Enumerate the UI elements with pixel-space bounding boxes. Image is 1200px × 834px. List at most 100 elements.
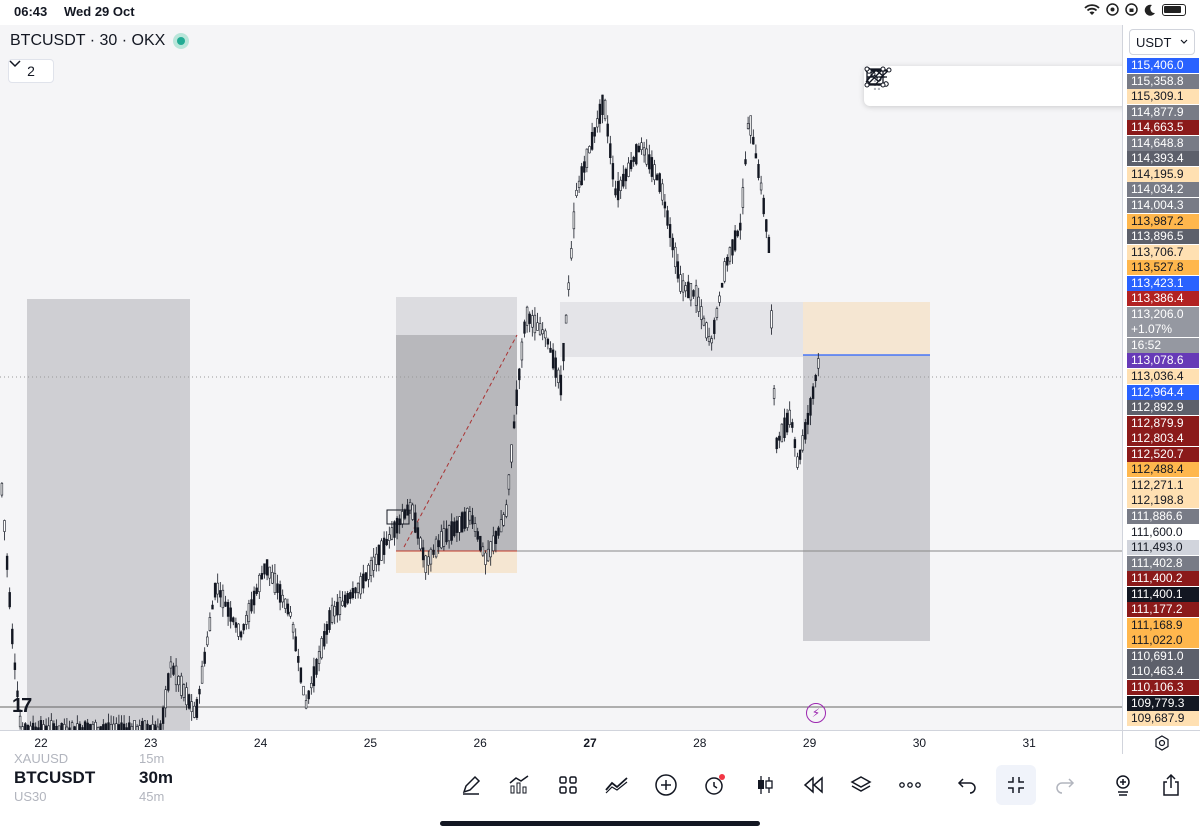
market-status-icon[interactable]	[173, 33, 190, 49]
symbol-next[interactable]: US30	[14, 789, 47, 804]
candle-body	[668, 224, 672, 238]
lightning-icon[interactable]: ⚡	[806, 703, 826, 723]
share-icon[interactable]	[1151, 765, 1191, 805]
currency-select[interactable]: USDT	[1129, 29, 1195, 55]
symbol-title[interactable]: BTCUSDT · 30 · OKX	[10, 32, 166, 49]
candle-body	[640, 142, 643, 150]
symbol-current[interactable]: BTCUSDT	[14, 768, 96, 787]
candle-body	[507, 474, 511, 490]
trendline-icon[interactable]	[864, 66, 1122, 104]
candle-body	[52, 723, 56, 730]
candle-body	[463, 511, 466, 529]
alert-icon[interactable]	[695, 765, 735, 805]
time-axis[interactable]: 22 23 24 25 26 27 28 29 30 31	[0, 730, 1122, 754]
candle-body	[713, 319, 716, 334]
candle-body	[749, 115, 752, 136]
candle-body	[502, 514, 505, 526]
candle-body	[375, 553, 378, 565]
candle-body	[143, 720, 147, 730]
candlestick-chart[interactable]	[0, 25, 1122, 730]
price-label: 113,896.5	[1127, 229, 1199, 245]
trendline	[403, 334, 518, 548]
candle-body	[182, 684, 186, 698]
candle-body	[161, 707, 165, 724]
candle-body	[541, 329, 544, 335]
candle-body	[752, 136, 755, 145]
chart-pane[interactable]: BTCUSDT · 30 · OKX 2 ⠿ 17 ⚡	[0, 25, 1122, 730]
price-label: 112,803.4	[1127, 431, 1199, 447]
candle-body	[102, 724, 105, 730]
candle-body	[86, 722, 89, 730]
candle-body	[148, 725, 152, 730]
axis-settings-button[interactable]	[1122, 730, 1200, 754]
candle-body	[759, 182, 763, 191]
candle-body	[13, 662, 17, 670]
symbol-picker[interactable]: XAUUSD BTCUSDT US30 15m 30m 45m	[14, 752, 194, 804]
more-icon[interactable]	[890, 765, 930, 805]
time-label: 24	[253, 736, 268, 750]
candle-body	[411, 504, 414, 520]
candle-body	[211, 604, 214, 610]
candle-body	[544, 330, 547, 339]
horizontal-ray-icon[interactable]	[866, 68, 1036, 104]
candle-body	[606, 123, 609, 137]
symbol-prev[interactable]: XAUUSD	[14, 751, 69, 766]
candle-body	[408, 502, 412, 511]
candle-body	[221, 589, 225, 609]
tradingview-logo: 17	[12, 695, 32, 717]
trend-path-icon[interactable]	[865, 67, 960, 104]
candle-body	[427, 556, 430, 566]
price-label: 113,386.4	[1127, 291, 1199, 307]
candle-body	[481, 546, 485, 556]
home-indicator	[440, 821, 760, 826]
undo-icon[interactable]	[947, 765, 987, 805]
candle-body	[551, 349, 555, 369]
fullscreen-exit-icon[interactable]	[996, 765, 1036, 805]
candle-body	[783, 417, 786, 438]
price-label: 115,358.8	[1127, 73, 1199, 89]
interval-picker[interactable]: 15m 30m 45m	[139, 752, 173, 804]
layouts-icon[interactable]	[548, 765, 588, 805]
redo-icon[interactable]	[1045, 765, 1085, 805]
layers-icon[interactable]	[841, 765, 881, 805]
indicators-collapse-button[interactable]: 2	[8, 59, 54, 83]
object-tree-icon[interactable]	[1103, 765, 1143, 805]
price-axis[interactable]: USDT 115,406.0 115,358.8 115,309.1 114,877.…	[1122, 25, 1200, 730]
symbol-header[interactable]: BTCUSDT · 30 · OKX	[10, 32, 190, 50]
rectangle-icon[interactable]	[864, 66, 1112, 104]
chart-type-icon[interactable]	[745, 765, 785, 805]
candle-body	[658, 173, 661, 192]
interval-next[interactable]: 45m	[139, 789, 165, 804]
candle-body	[804, 422, 807, 440]
indicators-icon[interactable]	[499, 765, 539, 805]
marker-box	[386, 509, 410, 525]
candle-body	[710, 338, 713, 344]
candle-body	[473, 523, 477, 532]
compare-icon[interactable]	[597, 765, 637, 805]
candle-body	[562, 342, 565, 362]
candle-body	[585, 148, 589, 168]
candle-body	[310, 683, 313, 689]
candle-body	[271, 572, 274, 584]
candle-body	[250, 599, 253, 612]
drawing-pen-icon[interactable]	[451, 765, 491, 805]
interval-prev[interactable]: 15m	[139, 751, 165, 766]
candle-body	[572, 211, 576, 230]
candle-body	[416, 527, 420, 539]
time-label: 30	[912, 736, 927, 750]
candle-body	[523, 321, 526, 334]
add-icon[interactable]	[646, 765, 686, 805]
zone-rectangle	[27, 299, 190, 730]
eraser-icon[interactable]	[866, 68, 1074, 104]
price-label: 114,004.3	[1127, 197, 1199, 213]
candle-body	[754, 153, 758, 159]
candle-body	[616, 181, 620, 201]
candle-body	[315, 658, 318, 675]
time-label: 22	[34, 736, 48, 750]
replay-icon[interactable]	[793, 765, 833, 805]
interval-current[interactable]: 30m	[139, 768, 174, 787]
candle-body	[720, 282, 724, 288]
candle-body	[281, 594, 284, 603]
pitchfork-icon[interactable]	[865, 67, 998, 104]
candle-body	[128, 722, 131, 730]
